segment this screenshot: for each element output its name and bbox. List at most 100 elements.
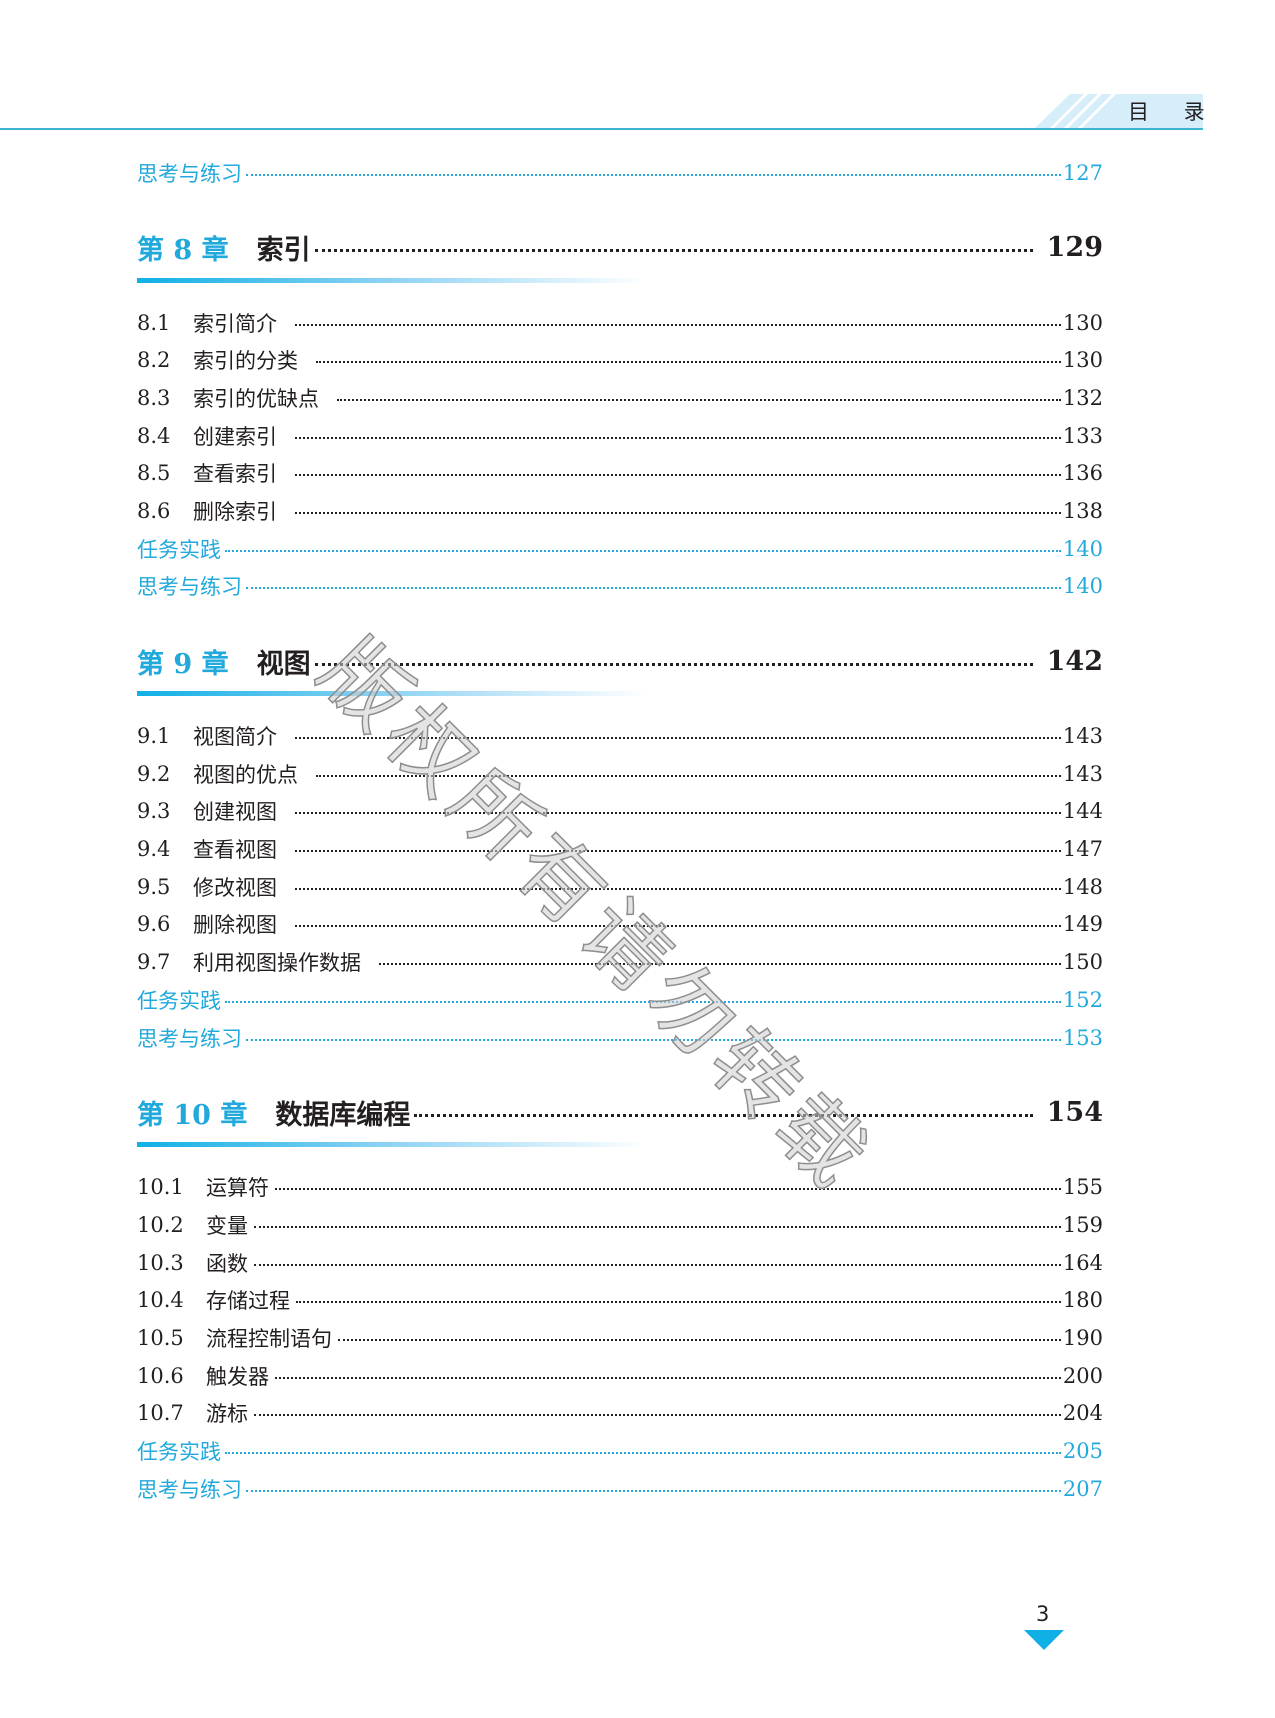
toc-entry[interactable]: 9.2 视图的优点 143 bbox=[137, 755, 1103, 793]
section-number: 8.1 bbox=[137, 310, 171, 335]
toc-entry[interactable]: 8.2 索引的分类 130 bbox=[137, 341, 1103, 379]
entry-label: 思考与练习 bbox=[137, 161, 242, 186]
table-of-contents: 思考与练习 127 第 8 章索引 129 8.1 索引简介 130 8.2 索引的分类 13… bbox=[137, 154, 1103, 1508]
section-page: 150 bbox=[1062, 950, 1103, 975]
section-page: 133 bbox=[1062, 423, 1103, 448]
dot-leader bbox=[314, 249, 1033, 253]
section-page: 159 bbox=[1062, 1212, 1103, 1237]
dot-leader bbox=[295, 511, 1061, 514]
toc-entry[interactable]: 10.6 触发器 200 bbox=[137, 1357, 1103, 1395]
dot-leader bbox=[338, 1338, 1061, 1341]
toc-entry[interactable]: 10.3 函数 164 bbox=[137, 1244, 1103, 1282]
toc-entry[interactable]: 8.1 索引简介 130 bbox=[137, 304, 1103, 342]
chapter-page: 154 bbox=[1046, 1096, 1103, 1128]
section-page: 136 bbox=[1062, 461, 1103, 486]
section-page: 148 bbox=[1062, 874, 1103, 899]
entry-page: 205 bbox=[1062, 1439, 1103, 1464]
section-page: 130 bbox=[1062, 348, 1103, 373]
toc-entry[interactable]: 10.2 变量 159 bbox=[137, 1206, 1103, 1244]
section-title: 删除视图 bbox=[193, 913, 277, 938]
dot-leader bbox=[246, 173, 1061, 176]
section-title: 触发器 bbox=[206, 1364, 269, 1389]
dot-leader bbox=[295, 812, 1061, 815]
chapter-heading[interactable]: 第 10 章数据库编程 154 bbox=[137, 1087, 1103, 1137]
dot-leader bbox=[246, 1489, 1061, 1492]
section-title: 存储过程 bbox=[206, 1289, 290, 1314]
dot-leader bbox=[414, 1113, 1033, 1117]
section-page: 132 bbox=[1062, 385, 1103, 410]
section-number: 8.3 bbox=[137, 385, 171, 410]
section-page: 164 bbox=[1062, 1250, 1103, 1275]
toc-entry[interactable]: 10.5 流程控制语句 190 bbox=[137, 1319, 1103, 1357]
entry-page: 152 bbox=[1062, 987, 1103, 1012]
section-number: 10.7 bbox=[137, 1401, 184, 1426]
toc-entry[interactable]: 8.4 创建索引 133 bbox=[137, 417, 1103, 455]
toc-entry[interactable]: 10.1 运算符 155 bbox=[137, 1168, 1103, 1206]
toc-entry[interactable]: 任务实践 205 bbox=[137, 1432, 1103, 1470]
dot-leader bbox=[316, 774, 1061, 777]
toc-entry[interactable]: 8.3 索引的优缺点 132 bbox=[137, 379, 1103, 417]
dot-leader bbox=[379, 963, 1061, 966]
toc-entry[interactable]: 思考与练习 127 bbox=[137, 154, 1103, 192]
toc-entry[interactable]: 10.7 游标 204 bbox=[137, 1395, 1103, 1433]
toc-entry[interactable]: 思考与练习 153 bbox=[137, 1019, 1103, 1057]
dot-leader bbox=[275, 1188, 1061, 1191]
entry-page: 127 bbox=[1062, 160, 1103, 185]
section-title: 索引简介 bbox=[193, 311, 277, 336]
section-page: 190 bbox=[1062, 1325, 1103, 1350]
toc-entry[interactable]: 9.7 利用视图操作数据 150 bbox=[137, 943, 1103, 981]
toc-entry[interactable]: 任务实践 140 bbox=[137, 530, 1103, 568]
section-number: 8.6 bbox=[137, 498, 171, 523]
section-number: 10.4 bbox=[137, 1288, 184, 1313]
dot-leader bbox=[337, 398, 1061, 401]
dot-leader bbox=[295, 474, 1061, 477]
dot-leader bbox=[295, 925, 1061, 928]
section-page: 180 bbox=[1062, 1288, 1103, 1313]
section-title: 查看索引 bbox=[193, 462, 277, 487]
toc-entry[interactable]: 9.5 修改视图 148 bbox=[137, 868, 1103, 906]
entry-page: 140 bbox=[1062, 536, 1103, 561]
toc-entry[interactable]: 9.4 查看视图 147 bbox=[137, 830, 1103, 868]
dot-leader bbox=[314, 662, 1033, 666]
chapter-heading[interactable]: 第 9 章视图 142 bbox=[137, 636, 1103, 686]
entry-page: 140 bbox=[1062, 574, 1103, 599]
chapter-underline bbox=[137, 691, 647, 697]
entry-label: 任务实践 bbox=[137, 537, 221, 562]
dot-leader bbox=[254, 1414, 1061, 1417]
section-title: 游标 bbox=[206, 1402, 248, 1427]
toc-entry[interactable]: 10.4 存储过程 180 bbox=[137, 1281, 1103, 1319]
toc-entry[interactable]: 思考与练习 207 bbox=[137, 1470, 1103, 1508]
section-title: 视图简介 bbox=[193, 725, 277, 750]
toc-entry[interactable]: 9.3 创建视图 144 bbox=[137, 793, 1103, 831]
section-number: 8.2 bbox=[137, 348, 171, 373]
page-number: 3 bbox=[1036, 1602, 1050, 1626]
chapter-number: 第 8 章 bbox=[137, 235, 229, 267]
section-number: 9.4 bbox=[137, 837, 171, 862]
toc-entry[interactable]: 任务实践 152 bbox=[137, 981, 1103, 1019]
section-number: 10.5 bbox=[137, 1325, 184, 1350]
dot-leader bbox=[225, 549, 1061, 552]
entry-label: 思考与练习 bbox=[137, 575, 242, 600]
entry-label: 思考与练习 bbox=[137, 1477, 242, 1502]
section-page: 155 bbox=[1062, 1175, 1103, 1200]
toc-entry[interactable]: 思考与练习 140 bbox=[137, 568, 1103, 606]
entry-label: 任务实践 bbox=[137, 1440, 221, 1465]
chapter-title: 视图 bbox=[256, 648, 311, 680]
header-title: 目 录 bbox=[1128, 100, 1219, 124]
section-title: 创建索引 bbox=[193, 424, 277, 449]
dot-leader bbox=[296, 1301, 1061, 1304]
section-number: 8.5 bbox=[137, 461, 171, 486]
toc-entry[interactable]: 9.1 视图简介 143 bbox=[137, 717, 1103, 755]
section-number: 9.2 bbox=[137, 761, 171, 786]
section-title: 查看视图 bbox=[193, 838, 277, 863]
page-marker-triangle-icon bbox=[1024, 1630, 1064, 1650]
dot-leader bbox=[295, 850, 1061, 853]
toc-entry[interactable]: 8.5 查看索引 136 bbox=[137, 454, 1103, 492]
section-number: 9.5 bbox=[137, 874, 171, 899]
toc-entry[interactable]: 9.6 删除视图 149 bbox=[137, 906, 1103, 944]
toc-entry[interactable]: 8.6 删除索引 138 bbox=[137, 492, 1103, 530]
chapter-heading[interactable]: 第 8 章索引 129 bbox=[137, 223, 1103, 273]
header-rule bbox=[0, 128, 1203, 130]
chapter-title: 索引 bbox=[256, 235, 311, 267]
